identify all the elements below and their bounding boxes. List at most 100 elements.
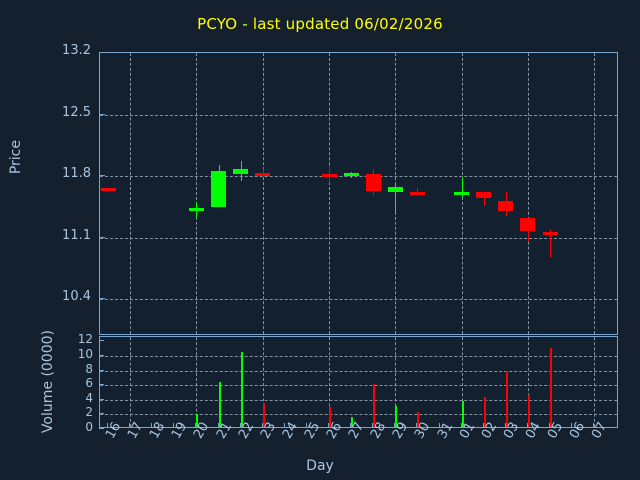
volume-tick-label: 6 (85, 376, 93, 391)
volume-bar (263, 402, 265, 427)
candlestick (520, 218, 535, 231)
day-tick-mark (239, 423, 241, 428)
volume-bar (395, 406, 397, 427)
day-tick-mark (549, 423, 550, 428)
price-tick-label: 11.1 (62, 227, 91, 243)
candlestick (255, 172, 270, 176)
price-axis-label: Price (8, 140, 24, 175)
candlestick (322, 174, 337, 178)
volume-tick-mark (99, 340, 104, 342)
volume-tick-label: 10 (77, 346, 93, 361)
candlestick (189, 207, 204, 212)
volume-tick-label: 0 (85, 420, 93, 434)
candlestick (101, 188, 116, 192)
volume-gridline (100, 400, 617, 401)
volume-tick-label: 8 (85, 361, 93, 376)
volume-tick-mark (99, 354, 104, 356)
volume-gridline (100, 414, 617, 415)
day-tick-mark (504, 423, 506, 428)
day-tick-mark (328, 423, 329, 428)
day-tick-mark (460, 423, 462, 428)
day-tick-mark (416, 423, 418, 428)
volume-tick-mark (99, 384, 104, 386)
day-tick-mark (173, 423, 175, 428)
day-tick-mark (151, 423, 153, 428)
day-gridline (130, 53, 131, 334)
price-gridline (100, 238, 617, 239)
volume-bar (196, 413, 198, 427)
day-tick-mark (129, 423, 131, 428)
volume-axis-label: Volume (0000) (40, 330, 56, 434)
price-tick-mark (99, 175, 105, 177)
volume-bar (373, 383, 375, 427)
price-gridline (100, 299, 617, 300)
candlestick (211, 170, 226, 207)
price-tick-mark (99, 298, 105, 300)
day-tick-mark (394, 423, 396, 428)
volume-tick-label: 4 (85, 390, 93, 405)
day-tick-mark (571, 423, 573, 428)
candlestick (366, 174, 381, 191)
volume-bar (550, 347, 552, 427)
candlestick (476, 191, 491, 198)
volume-bar (462, 400, 464, 427)
price-tick-label: 11.8 (62, 166, 91, 182)
candle-wick (263, 169, 264, 177)
day-tick-mark (107, 423, 108, 428)
volume-gridline (100, 371, 617, 372)
candle-wick (550, 228, 551, 257)
volume-bar (484, 396, 486, 427)
day-tick-mark (593, 423, 595, 428)
day-gridline (196, 53, 197, 334)
price-gridline (100, 115, 617, 116)
day-tick-mark (261, 423, 263, 428)
price-tick-mark (99, 236, 105, 238)
volume-tick-label: 2 (85, 405, 93, 420)
volume-bar (329, 407, 331, 427)
x-axis-label: Day (306, 458, 334, 474)
volume-tick-mark (99, 369, 104, 371)
day-tick-mark (283, 423, 285, 428)
volume-gridline (100, 356, 617, 357)
candlestick (543, 232, 558, 236)
volume-panel (99, 336, 618, 428)
day-gridline (594, 53, 595, 334)
day-tick-mark (372, 423, 374, 428)
day-tick-mark (482, 423, 484, 428)
candlestick (233, 169, 248, 175)
candle-wick (484, 191, 485, 206)
day-gridline (130, 337, 131, 427)
candlestick (454, 191, 469, 195)
volume-tick-mark (99, 413, 104, 415)
day-gridline (594, 337, 595, 427)
day-tick-mark (350, 423, 352, 428)
day-tick-mark (217, 423, 219, 428)
price-panel (99, 52, 618, 335)
day-gridline (263, 53, 264, 334)
chart-title: PCYO - last updated 06/02/2026 (197, 15, 443, 33)
volume-bar (417, 412, 419, 427)
candlestick (344, 173, 359, 177)
price-tick-label: 10.4 (62, 289, 91, 305)
volume-bar (219, 382, 221, 427)
day-tick-mark (438, 423, 440, 428)
candle-wick (417, 188, 418, 196)
candlestick (410, 191, 425, 195)
volume-bar (506, 371, 508, 427)
price-tick-label: 13.2 (62, 43, 91, 58)
volume-bar (351, 416, 353, 427)
price-tick-label: 12.5 (62, 104, 91, 120)
price-tick-mark (99, 113, 105, 115)
volume-tick-mark (99, 398, 104, 400)
candle-wick (462, 177, 463, 198)
candle-wick (395, 184, 396, 213)
day-tick-mark (526, 423, 528, 428)
price-tick-mark (99, 52, 105, 53)
volume-gridline (100, 385, 617, 386)
candle-wick (329, 165, 330, 184)
volume-bar (241, 351, 243, 427)
volume-tick-mark (99, 428, 104, 429)
day-tick-mark (195, 423, 197, 428)
day-gridline (528, 53, 529, 334)
